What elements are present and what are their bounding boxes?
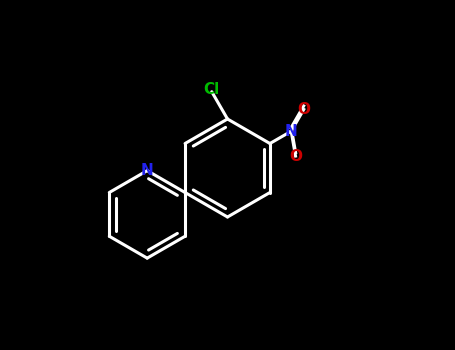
Text: O: O xyxy=(297,102,310,117)
Text: Cl: Cl xyxy=(204,83,220,97)
Text: N: N xyxy=(141,163,153,178)
Text: O: O xyxy=(289,148,302,163)
Text: N: N xyxy=(285,124,298,139)
